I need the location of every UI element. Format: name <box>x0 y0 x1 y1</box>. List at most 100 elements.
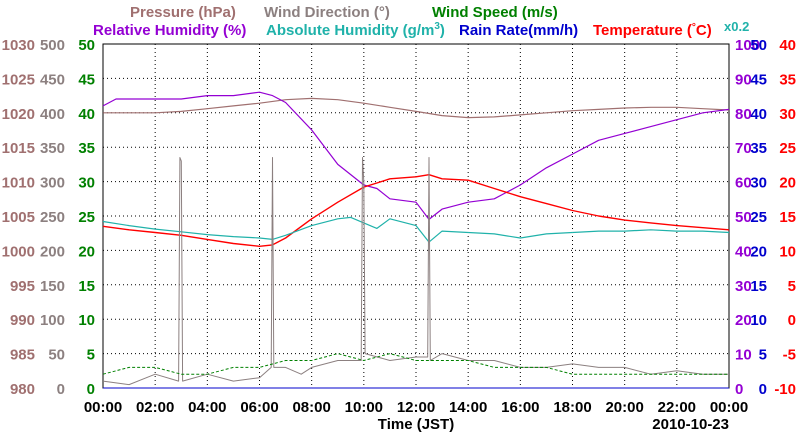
date-label: 2010-10-23 <box>652 416 729 433</box>
y-tick-wind-speed: 35 <box>78 140 95 157</box>
y-tick-temperature: 20 <box>779 175 796 192</box>
y-tick-rain-rate: 20 <box>750 243 767 260</box>
x-tick-label: 04:00 <box>188 399 226 416</box>
y-tick-rain-rate: 50 <box>750 37 767 54</box>
y-tick-relative-humidity: 50 <box>735 209 752 226</box>
legend-pressure: Pressure (hPa) <box>130 4 236 21</box>
y-tick-relative-humidity: 0 <box>735 381 743 398</box>
y-tick-relative-humidity: 20 <box>735 312 752 329</box>
x-tick-label: 22:00 <box>658 399 696 416</box>
series-wind-direction <box>102 157 729 386</box>
x-tick-label: 06:00 <box>240 399 278 416</box>
y-tick-temperature: 0 <box>788 312 796 329</box>
y-tick-rain-rate: 5 <box>759 347 767 364</box>
y-tick-pressure: 1015 <box>2 140 35 157</box>
legend-rain-rate: Rain Rate(mm/h) <box>459 22 578 39</box>
y-tick-relative-humidity: 60 <box>735 175 752 192</box>
y-tick-relative-humidity: 100 <box>735 37 760 54</box>
y-tick-pressure: 1020 <box>2 106 35 123</box>
legend-temperature: Temperature (°C) <box>593 22 712 39</box>
y-tick-pressure: 1005 <box>2 209 35 226</box>
y-tick-temperature: -10 <box>774 381 796 398</box>
axes-group: 00:00 02:00 04:00 06:00 08:00 10:00 12:00 14:00… <box>2 37 796 416</box>
y-tick-wind-direction: 400 <box>40 106 65 123</box>
x-tick-label: 18:00 <box>553 399 591 416</box>
series-absolute-humidity <box>102 216 730 243</box>
y-tick-wind-speed: 20 <box>78 243 95 260</box>
legend-wind-speed: Wind Speed (m/s) <box>432 4 558 21</box>
series-group <box>102 91 730 389</box>
y-tick-temperature: 35 <box>779 71 796 88</box>
y-tick-wind-speed: 15 <box>78 278 95 295</box>
series-wind-speed <box>102 353 729 375</box>
y-tick-wind-speed: 40 <box>78 106 95 123</box>
x-tick-label: 10:00 <box>345 399 383 416</box>
y-tick-wind-direction: 200 <box>40 243 65 260</box>
x-tick-label: 02:00 <box>136 399 174 416</box>
y-tick-wind-speed: 50 <box>78 37 95 54</box>
y-tick-wind-direction: 150 <box>40 278 65 295</box>
y-tick-temperature: 5 <box>788 278 796 295</box>
y-tick-wind-speed: 10 <box>78 312 95 329</box>
legend-absolute-humidity-label: Absolute Humidity (g/m <box>266 22 434 39</box>
x-tick-label: 00:00 <box>710 399 748 416</box>
y-tick-rain-rate: 25 <box>750 209 767 226</box>
x-tick-label: 00:00 <box>84 399 122 416</box>
y-tick-pressure: 990 <box>10 312 35 329</box>
y-tick-temperature: 10 <box>779 243 796 260</box>
y-tick-temperature: -5 <box>783 347 796 364</box>
series-relative-humidity <box>102 91 730 220</box>
y-tick-wind-speed: 25 <box>78 209 95 226</box>
y-tick-wind-speed: 5 <box>87 347 95 364</box>
series-pressure <box>103 97 730 119</box>
y-tick-wind-speed: 45 <box>78 71 95 88</box>
legend-absolute-humidity: Absolute Humidity (g/m3) <box>266 21 445 39</box>
x-tick-label: 16:00 <box>501 399 539 416</box>
y-tick-temperature: 40 <box>779 37 796 54</box>
y-tick-temperature: 30 <box>779 106 796 123</box>
x-tick-label: 12:00 <box>397 399 435 416</box>
legend-temperature-unit: C) <box>696 22 712 39</box>
y-tick-pressure: 985 <box>10 347 35 364</box>
y-tick-wind-direction: 0 <box>57 381 65 398</box>
x-axis-label: Time (JST) <box>378 416 454 433</box>
y-tick-relative-humidity: 30 <box>735 278 752 295</box>
y-tick-wind-direction: 50 <box>48 347 65 364</box>
y-tick-wind-direction: 100 <box>40 312 65 329</box>
y-tick-relative-humidity: 70 <box>735 140 752 157</box>
y-tick-rain-rate: 30 <box>750 175 767 192</box>
y-tick-wind-direction: 250 <box>40 209 65 226</box>
y-tick-relative-humidity: 10 <box>735 347 752 364</box>
y-tick-relative-humidity: 80 <box>735 106 752 123</box>
legend-temperature-degree: ° <box>692 22 696 33</box>
legend-absolute-humidity-sup: 3 <box>434 21 440 32</box>
x-tick-label: 08:00 <box>292 399 330 416</box>
y-tick-pressure: 1010 <box>2 175 35 192</box>
y-tick-wind-speed: 30 <box>78 175 95 192</box>
y-tick-pressure: 1030 <box>2 37 35 54</box>
rain-scale-note: x0.2 <box>724 19 749 34</box>
y-tick-relative-humidity: 40 <box>735 243 752 260</box>
gridlines <box>103 44 729 388</box>
y-tick-wind-direction: 300 <box>40 175 65 192</box>
legend-wind-direction: Wind Direction (°) <box>264 4 390 21</box>
x-tick-label: 20:00 <box>605 399 643 416</box>
legend-temperature-label: Temperature ( <box>593 22 692 39</box>
legend-absolute-humidity-close: ) <box>440 22 445 39</box>
y-tick-wind-speed: 0 <box>87 381 95 398</box>
y-tick-pressure: 980 <box>10 381 35 398</box>
y-tick-rain-rate: 35 <box>750 140 767 157</box>
legend-relative-humidity: Relative Humidity (%) <box>93 22 246 39</box>
y-tick-rain-rate: 15 <box>750 278 767 295</box>
y-tick-temperature: 15 <box>779 209 796 226</box>
y-tick-pressure: 1000 <box>2 243 35 260</box>
y-tick-wind-direction: 450 <box>40 71 65 88</box>
y-tick-rain-rate: 40 <box>750 106 767 123</box>
y-tick-pressure: 995 <box>10 278 35 295</box>
x-tick-label: 14:00 <box>449 399 487 416</box>
y-tick-rain-rate: 45 <box>750 71 767 88</box>
y-tick-wind-direction: 350 <box>40 140 65 157</box>
y-tick-wind-direction: 500 <box>40 37 65 54</box>
y-tick-relative-humidity: 90 <box>735 71 752 88</box>
